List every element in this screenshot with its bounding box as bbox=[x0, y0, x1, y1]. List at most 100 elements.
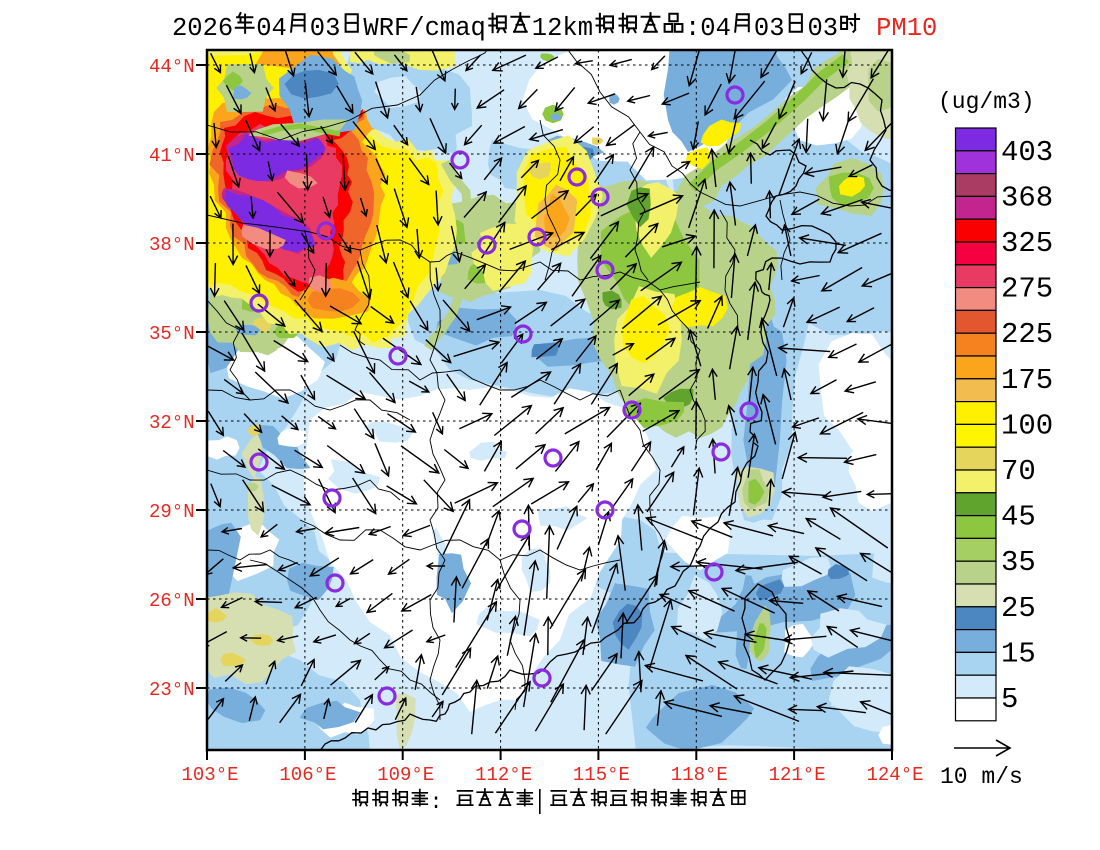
svg-text::: : bbox=[685, 14, 700, 43]
svg-text:3: 3 bbox=[1001, 227, 1018, 260]
svg-text:c: c bbox=[425, 14, 440, 43]
svg-text:P: P bbox=[876, 14, 891, 43]
svg-text:3: 3 bbox=[160, 679, 171, 701]
svg-text:5: 5 bbox=[1036, 227, 1053, 260]
svg-text:°: ° bbox=[172, 234, 183, 256]
svg-text:5: 5 bbox=[1001, 683, 1018, 716]
svg-text:5: 5 bbox=[160, 323, 171, 345]
svg-text:4: 4 bbox=[1001, 136, 1018, 169]
svg-text:9: 9 bbox=[160, 501, 171, 523]
svg-text:0: 0 bbox=[808, 14, 823, 43]
svg-text:0: 0 bbox=[1018, 409, 1035, 442]
svg-text:6: 6 bbox=[302, 764, 313, 786]
svg-text:3: 3 bbox=[1001, 546, 1018, 579]
svg-text:W: W bbox=[363, 14, 379, 43]
svg-text:°: ° bbox=[509, 764, 520, 786]
svg-text:2: 2 bbox=[547, 14, 562, 43]
svg-text:E: E bbox=[716, 764, 727, 786]
svg-text:°: ° bbox=[172, 323, 183, 345]
svg-text:3: 3 bbox=[325, 14, 340, 43]
svg-text:0: 0 bbox=[954, 764, 968, 790]
svg-text:E: E bbox=[912, 764, 923, 786]
svg-text:g: g bbox=[966, 89, 980, 115]
svg-text:): ) bbox=[1021, 89, 1035, 115]
svg-text:6: 6 bbox=[218, 14, 233, 43]
svg-text:4: 4 bbox=[149, 56, 160, 78]
svg-text::: : bbox=[430, 792, 443, 815]
svg-text:1: 1 bbox=[532, 14, 547, 43]
svg-text:2: 2 bbox=[498, 764, 509, 786]
svg-text:1: 1 bbox=[907, 14, 922, 43]
svg-text:N: N bbox=[183, 501, 194, 523]
svg-text:m: m bbox=[993, 89, 1007, 115]
svg-text:4: 4 bbox=[272, 14, 287, 43]
svg-text:F: F bbox=[394, 14, 409, 43]
svg-text:8: 8 bbox=[1036, 181, 1053, 214]
svg-text:5: 5 bbox=[1036, 364, 1053, 397]
svg-text:1: 1 bbox=[671, 764, 682, 786]
svg-text:E: E bbox=[423, 764, 434, 786]
svg-text:7: 7 bbox=[1001, 455, 1018, 488]
svg-text:E: E bbox=[325, 764, 336, 786]
svg-text:1: 1 bbox=[791, 764, 802, 786]
svg-text:1: 1 bbox=[769, 764, 780, 786]
svg-text:0: 0 bbox=[1018, 136, 1035, 169]
svg-text:1: 1 bbox=[867, 764, 878, 786]
svg-text:/: / bbox=[995, 764, 1009, 790]
svg-text:°: ° bbox=[901, 764, 912, 786]
svg-text:4: 4 bbox=[1001, 501, 1018, 534]
svg-text:N: N bbox=[183, 412, 194, 434]
svg-text:a: a bbox=[455, 14, 470, 43]
svg-text:4: 4 bbox=[160, 56, 171, 78]
svg-text:°: ° bbox=[172, 145, 183, 167]
svg-text:2: 2 bbox=[878, 764, 889, 786]
svg-text:5: 5 bbox=[1036, 273, 1053, 306]
svg-text:°: ° bbox=[314, 764, 325, 786]
svg-text:1: 1 bbox=[487, 764, 498, 786]
svg-text:1: 1 bbox=[182, 764, 193, 786]
svg-text:E: E bbox=[619, 764, 630, 786]
svg-text:3: 3 bbox=[1036, 136, 1053, 169]
svg-text:E: E bbox=[814, 764, 825, 786]
svg-text:E: E bbox=[227, 764, 238, 786]
svg-text:4: 4 bbox=[716, 14, 731, 43]
svg-text:2: 2 bbox=[149, 679, 160, 701]
svg-text:6: 6 bbox=[160, 590, 171, 612]
svg-text:1: 1 bbox=[475, 764, 486, 786]
svg-text:0: 0 bbox=[754, 14, 769, 43]
svg-text:N: N bbox=[183, 590, 194, 612]
svg-text:1: 1 bbox=[1001, 364, 1018, 397]
svg-text:3: 3 bbox=[1001, 181, 1018, 214]
svg-text:°: ° bbox=[411, 764, 422, 786]
svg-text:m: m bbox=[440, 14, 455, 43]
svg-text:2: 2 bbox=[149, 590, 160, 612]
svg-text:3: 3 bbox=[149, 234, 160, 256]
svg-text:9: 9 bbox=[400, 764, 411, 786]
svg-text:N: N bbox=[183, 145, 194, 167]
svg-text:2: 2 bbox=[172, 14, 187, 43]
svg-text:m: m bbox=[578, 14, 593, 43]
svg-text:5: 5 bbox=[1018, 546, 1035, 579]
svg-text:°: ° bbox=[803, 764, 814, 786]
svg-text:0: 0 bbox=[389, 764, 400, 786]
svg-text:N: N bbox=[183, 56, 194, 78]
svg-text:1: 1 bbox=[682, 764, 693, 786]
svg-text:5: 5 bbox=[1018, 501, 1035, 534]
svg-text:8: 8 bbox=[160, 234, 171, 256]
svg-text:8: 8 bbox=[694, 764, 705, 786]
svg-text:2: 2 bbox=[1018, 318, 1035, 351]
svg-text:4: 4 bbox=[889, 764, 900, 786]
svg-text:7: 7 bbox=[1018, 273, 1035, 306]
svg-text:(: ( bbox=[938, 89, 952, 115]
svg-text:5: 5 bbox=[1036, 318, 1053, 351]
svg-text:u: u bbox=[952, 89, 966, 115]
svg-text:0: 0 bbox=[922, 14, 937, 43]
svg-text:0: 0 bbox=[187, 14, 202, 43]
svg-text:1: 1 bbox=[279, 764, 290, 786]
svg-text:7: 7 bbox=[1018, 364, 1035, 397]
svg-text:R: R bbox=[379, 14, 394, 43]
svg-text:2: 2 bbox=[160, 412, 171, 434]
svg-text:3: 3 bbox=[204, 764, 215, 786]
svg-text:N: N bbox=[183, 323, 194, 345]
svg-text:°: ° bbox=[172, 501, 183, 523]
